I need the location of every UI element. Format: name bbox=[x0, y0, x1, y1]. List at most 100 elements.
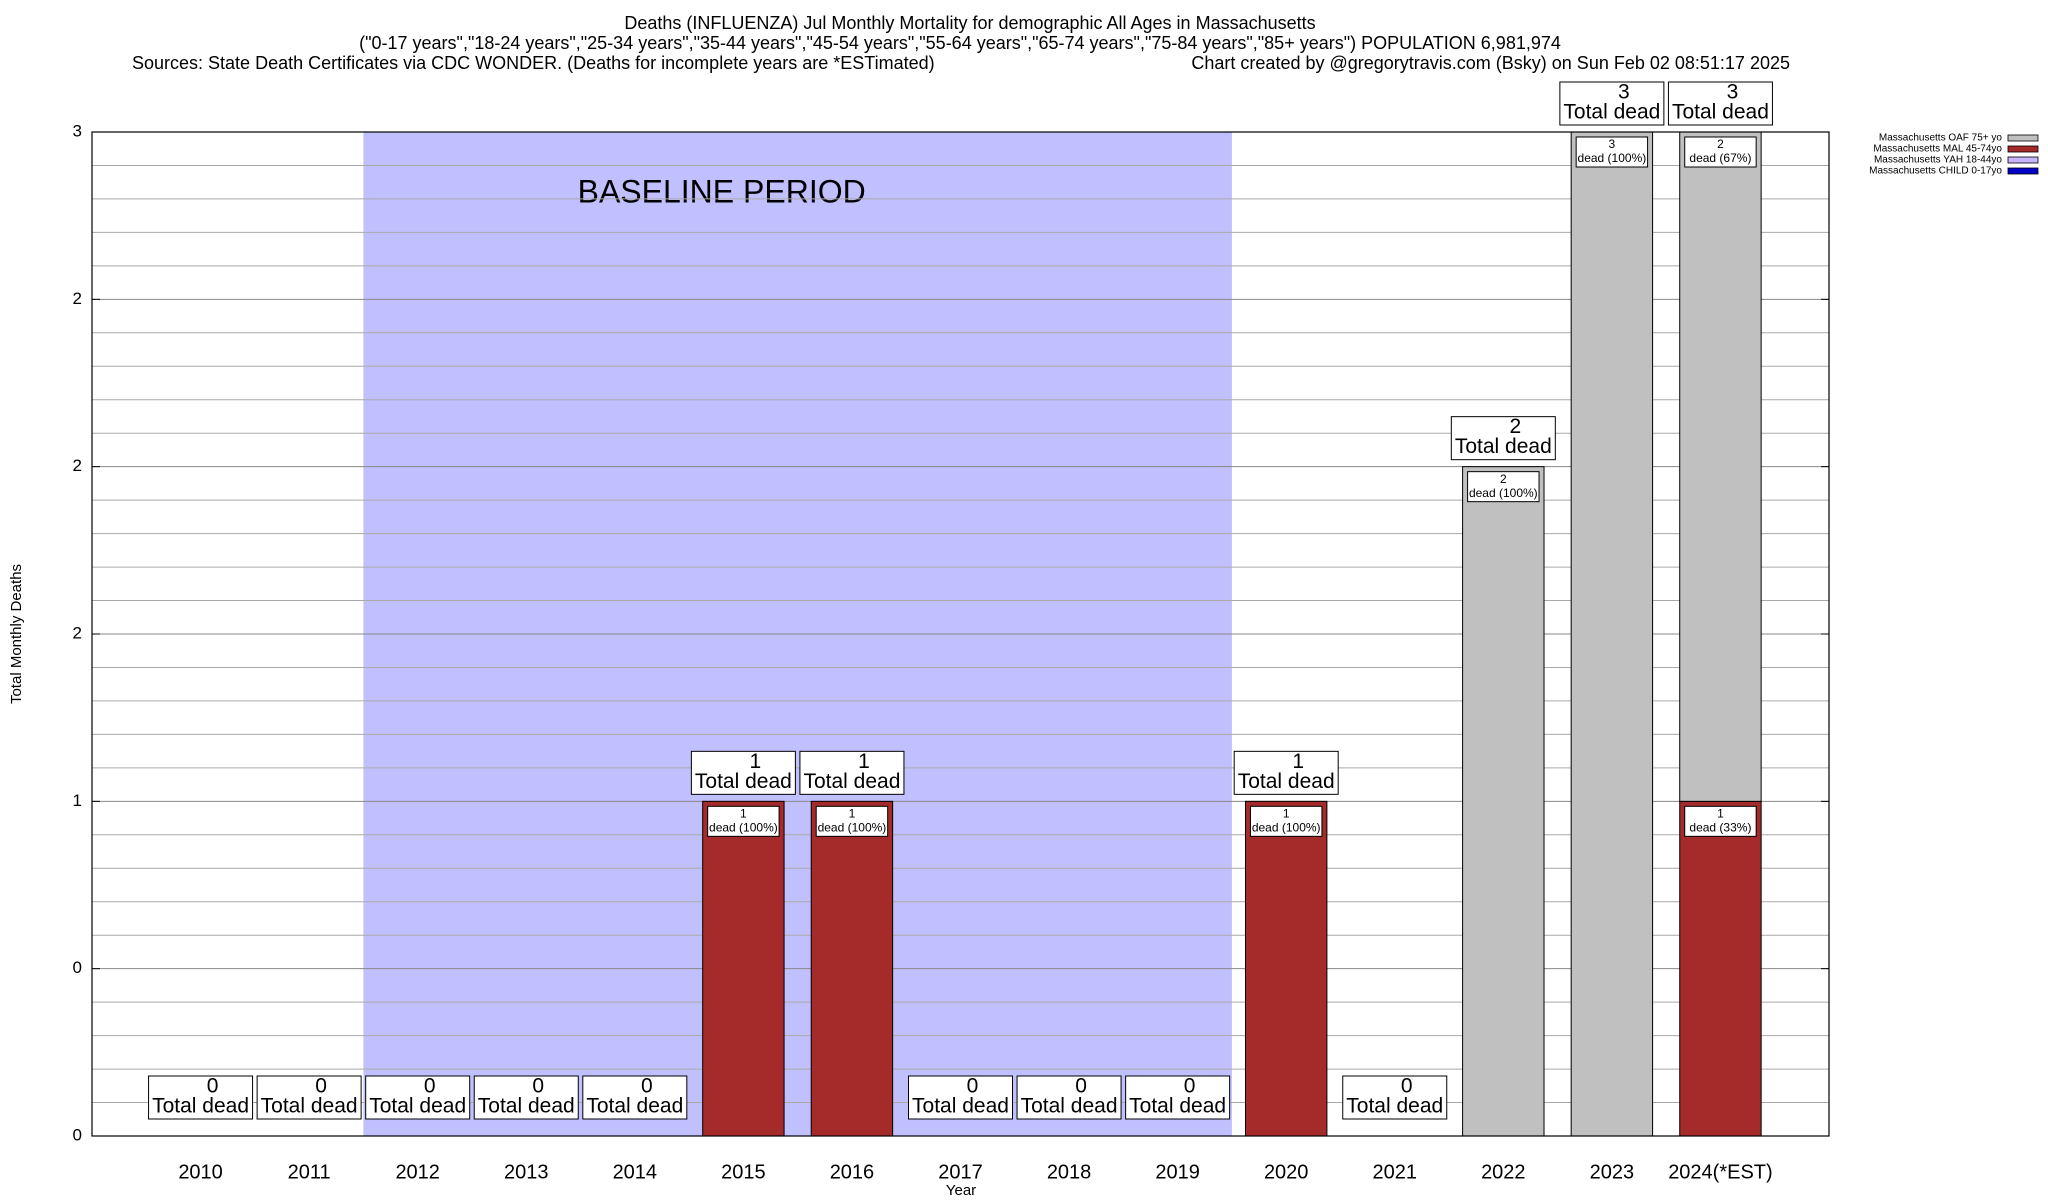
segment-label-box bbox=[1575, 136, 1649, 168]
total-label-box bbox=[1667, 81, 1773, 126]
total-value: 0 bbox=[1401, 1075, 1413, 1098]
total-value: 0 bbox=[1184, 1075, 1196, 1098]
total-value: 0 bbox=[315, 1075, 327, 1098]
segment-label-text: dead (100%) bbox=[1578, 151, 1647, 165]
x-axis-label: Year bbox=[946, 1182, 976, 1199]
total-text: Total dead bbox=[1672, 101, 1769, 124]
total-text: Total dead bbox=[1563, 101, 1660, 124]
total-label-box bbox=[690, 750, 796, 795]
total-label-box bbox=[908, 1075, 1013, 1120]
x-tick-label: 2018 bbox=[1047, 1161, 1092, 1183]
segment-label-text: dead (100%) bbox=[818, 821, 887, 835]
segment-label-text: dead (33%) bbox=[1689, 821, 1751, 835]
legend-label: Massachusetts YAH 18-44yo bbox=[1874, 155, 2002, 166]
segment-label-value: 3 bbox=[1609, 137, 1616, 151]
x-tick-label: 2020 bbox=[1264, 1161, 1309, 1183]
segment-label-text: dead (67%) bbox=[1689, 151, 1751, 165]
total-text: Total dead bbox=[1129, 1095, 1226, 1118]
x-tick-label: 2012 bbox=[395, 1161, 440, 1183]
x-tick-label: 2014 bbox=[613, 1161, 658, 1183]
legend-swatch bbox=[2007, 167, 2039, 175]
total-value: 2 bbox=[1509, 415, 1521, 438]
total-text: Total dead bbox=[1455, 435, 1552, 458]
total-text: Total dead bbox=[261, 1095, 358, 1118]
legend-label: Massachusetts CHILD 0-17yo bbox=[1869, 166, 2002, 177]
total-label-box bbox=[582, 1075, 688, 1120]
segment-label-text: dead (100%) bbox=[709, 821, 778, 835]
segment-label-box bbox=[707, 805, 780, 837]
segment-label-box bbox=[1249, 805, 1323, 837]
y-tick-label: 0 bbox=[73, 1125, 82, 1144]
x-tick-label: 2010 bbox=[178, 1161, 223, 1183]
chart-title: Deaths (INFLUENZA) Jul Monthly Mortality… bbox=[624, 13, 1315, 33]
segment-label-box bbox=[1684, 136, 1757, 168]
plot-frame bbox=[91, 131, 1830, 1137]
total-text: Total dead bbox=[1346, 1095, 1443, 1118]
segment-label-text: dead (100%) bbox=[1469, 486, 1538, 500]
bar-segment bbox=[1679, 800, 1762, 1137]
total-text: Total dead bbox=[1021, 1095, 1118, 1118]
total-label-box bbox=[473, 1075, 579, 1120]
total-value: 0 bbox=[424, 1075, 436, 1098]
legend-swatch bbox=[2007, 134, 2039, 142]
x-tick-label: 2015 bbox=[721, 1161, 766, 1183]
total-text: Total dead bbox=[695, 770, 792, 793]
total-value: 1 bbox=[750, 750, 762, 773]
segment-label-value: 2 bbox=[1500, 472, 1507, 486]
bar-segment bbox=[1462, 466, 1545, 1137]
x-tick-label: 2022 bbox=[1481, 1161, 1526, 1183]
bar-segment bbox=[1570, 131, 1654, 1137]
total-value: 3 bbox=[1727, 81, 1739, 104]
y-tick-label: 2 bbox=[73, 623, 82, 642]
credit: Chart created by @gregorytravis.com (Bsk… bbox=[1191, 53, 1790, 73]
total-value: 1 bbox=[858, 750, 870, 773]
total-value: 1 bbox=[1292, 750, 1304, 773]
total-label-box bbox=[1125, 1075, 1231, 1120]
total-label-box bbox=[365, 1075, 471, 1120]
x-tick-label: 2019 bbox=[1155, 1161, 1200, 1183]
total-value: 0 bbox=[1075, 1075, 1087, 1098]
bar-segment bbox=[1679, 131, 1762, 802]
total-value: 0 bbox=[532, 1075, 544, 1098]
segment-label-text: dead (100%) bbox=[1252, 821, 1321, 835]
segment-label-value: 1 bbox=[1283, 807, 1290, 821]
baseline-label: BASELINE PERIOD bbox=[578, 173, 866, 209]
bar-segment bbox=[702, 800, 785, 1137]
y-axis-label: Total Monthly Deaths bbox=[8, 564, 25, 704]
x-tick-label: 2013 bbox=[504, 1161, 549, 1183]
x-tick-label: 2021 bbox=[1373, 1161, 1418, 1183]
total-value: 0 bbox=[967, 1075, 979, 1098]
total-value: 0 bbox=[207, 1075, 219, 1098]
legend-label: Massachusetts OAF 75+ yo bbox=[1879, 133, 2003, 144]
y-tick-label: 2 bbox=[73, 456, 82, 475]
legend-label: Massachusetts MAL 45-74yo bbox=[1873, 144, 2002, 155]
segment-label-value: 1 bbox=[740, 807, 747, 821]
total-value: 0 bbox=[641, 1075, 653, 1098]
legend-swatch bbox=[2007, 156, 2039, 164]
x-tick-label: 2023 bbox=[1590, 1161, 1635, 1183]
y-tick-label: 2 bbox=[73, 289, 82, 308]
total-label-box bbox=[1559, 81, 1665, 126]
total-label-box bbox=[1342, 1075, 1448, 1120]
source-note: Sources: State Death Certificates via CD… bbox=[132, 53, 935, 73]
total-text: Total dead bbox=[369, 1095, 466, 1118]
x-tick-label: 2016 bbox=[830, 1161, 875, 1183]
segment-label-value: 1 bbox=[849, 807, 856, 821]
legend-swatch bbox=[2007, 145, 2039, 153]
segment-label-value: 1 bbox=[1717, 807, 1724, 821]
x-tick-label: 2017 bbox=[938, 1161, 983, 1183]
total-text: Total dead bbox=[152, 1095, 249, 1118]
segment-label-value: 2 bbox=[1717, 137, 1724, 151]
